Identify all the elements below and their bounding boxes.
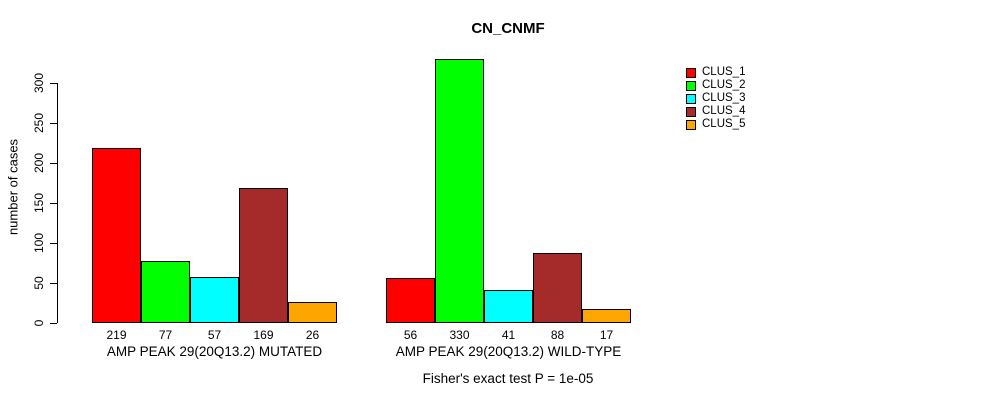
- bar-clus_5-group1: [288, 302, 337, 323]
- legend: CLUS_1 CLUS_2 CLUS_3 CLUS_4 CLUS_5: [686, 66, 745, 131]
- bar-value-label: 88: [550, 328, 565, 342]
- group-label: AMP PEAK 29(20Q13.2) WILD-TYPE: [395, 344, 622, 359]
- bar-value-label: 219: [106, 328, 127, 342]
- y-axis-tick-label: 300: [32, 72, 46, 94]
- bar-value-label: 57: [207, 328, 222, 342]
- legend-swatch-icon: [686, 80, 696, 91]
- legend-swatch-icon: [686, 93, 696, 104]
- bar-clus_2-group1: [141, 261, 190, 323]
- chart-title: CN_CNMF: [471, 20, 545, 37]
- bar-clus_1-group1: [92, 147, 141, 323]
- bar-clus_3-group1: [190, 277, 239, 323]
- bar-value-label: 169: [253, 328, 274, 342]
- bar-value-label: 77: [158, 328, 173, 342]
- bar-clus_2-group2: [435, 59, 484, 323]
- y-axis-label: number of cases: [5, 138, 21, 236]
- y-axis-tick-label: 250: [32, 112, 46, 134]
- bar-value-label: 17: [599, 328, 614, 342]
- legend-swatch-icon: [686, 119, 696, 130]
- bar-clus_4-group2: [533, 252, 582, 323]
- y-axis-tick: [50, 283, 57, 284]
- legend-item: CLUS_4: [686, 105, 745, 118]
- bar-value-label: 330: [449, 328, 470, 342]
- legend-label: CLUS_2: [702, 79, 746, 91]
- legend-swatch-icon: [686, 106, 696, 117]
- group-label: AMP PEAK 29(20Q13.2) MUTATED: [106, 344, 323, 359]
- legend-item: CLUS_5: [686, 118, 745, 131]
- y-axis-tick: [50, 323, 57, 324]
- legend-label: CLUS_1: [702, 66, 746, 78]
- y-axis-tick: [50, 83, 57, 84]
- legend-label: CLUS_4: [702, 105, 746, 117]
- legend-swatch-icon: [686, 67, 696, 78]
- legend-item: CLUS_2: [686, 79, 745, 92]
- y-axis-tick-label: 150: [32, 192, 46, 214]
- bar-clus_4-group1: [239, 187, 288, 323]
- legend-label: CLUS_3: [702, 92, 746, 104]
- y-axis-tick-label: 100: [32, 232, 46, 254]
- footnote: Fisher's exact test P = 1e-05: [422, 371, 594, 386]
- bar-clus_3-group2: [484, 290, 533, 323]
- y-axis-tick-label: 50: [32, 276, 46, 290]
- legend-item: CLUS_3: [686, 92, 745, 105]
- y-axis-tick: [50, 123, 57, 124]
- y-axis-tick: [50, 243, 57, 244]
- bar-value-label: 26: [305, 328, 320, 342]
- bar-value-label: 41: [501, 328, 516, 342]
- y-axis-line: [57, 83, 58, 323]
- bar-clus_5-group2: [582, 309, 631, 323]
- bar-clus_1-group2: [386, 278, 435, 323]
- y-axis-tick-label: 0: [32, 319, 46, 327]
- y-axis-tick: [50, 203, 57, 204]
- y-axis-tick: [50, 163, 57, 164]
- legend-label: CLUS_5: [702, 118, 746, 130]
- y-axis-tick-label: 200: [32, 152, 46, 174]
- bar-value-label: 56: [403, 328, 418, 342]
- legend-item: CLUS_1: [686, 66, 745, 79]
